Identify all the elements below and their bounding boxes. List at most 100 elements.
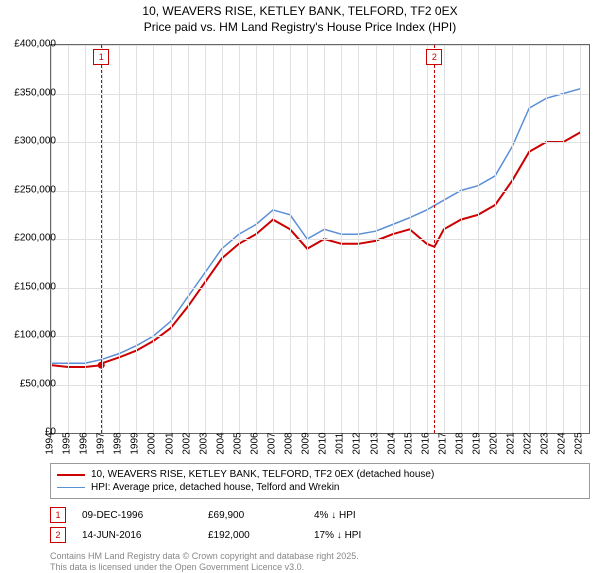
instance-table: 1 09-DEC-1996 £69,900 4% ↓ HPI 2 14-JUN-2016 £… bbox=[50, 505, 590, 545]
series-line-price_paid bbox=[51, 132, 581, 367]
x-axis-label: 2024 bbox=[557, 432, 568, 454]
gridline-v bbox=[495, 45, 496, 433]
x-axis-label: 2010 bbox=[318, 432, 329, 454]
y-axis-label: £50,000 bbox=[20, 378, 56, 389]
x-axis-label: 2014 bbox=[386, 432, 397, 454]
gridline-h bbox=[51, 191, 589, 192]
gridline-v bbox=[256, 45, 257, 433]
gridline-h bbox=[51, 385, 589, 386]
y-axis-label: £200,000 bbox=[14, 233, 56, 244]
gridline-v bbox=[324, 45, 325, 433]
x-axis-label: 2008 bbox=[284, 432, 295, 454]
gridline-v bbox=[393, 45, 394, 433]
x-axis-label: 2022 bbox=[523, 432, 534, 454]
gridline-v bbox=[546, 45, 547, 433]
x-axis-label: 2023 bbox=[540, 432, 551, 454]
x-axis-label: 1999 bbox=[130, 432, 141, 454]
instance-marker-badge: 1 bbox=[50, 507, 66, 523]
x-axis-label: 2004 bbox=[215, 432, 226, 454]
instance-price: £69,900 bbox=[208, 510, 298, 521]
series-line-hpi bbox=[51, 89, 581, 364]
gridline-h bbox=[51, 239, 589, 240]
x-axis-label: 1996 bbox=[79, 432, 90, 454]
footnote-line-2: This data is licensed under the Open Gov… bbox=[50, 562, 590, 573]
x-axis-label: 2019 bbox=[471, 432, 482, 454]
y-axis-label: £250,000 bbox=[14, 184, 56, 195]
legend-label: 10, WEAVERS RISE, KETLEY BANK, TELFORD, … bbox=[91, 469, 434, 480]
gridline-v bbox=[239, 45, 240, 433]
gridline-v bbox=[410, 45, 411, 433]
legend-box: 10, WEAVERS RISE, KETLEY BANK, TELFORD, … bbox=[50, 463, 590, 499]
gridline-v bbox=[119, 45, 120, 433]
chart-area: 12 1994199519961997199819992000200120022… bbox=[50, 44, 590, 434]
gridline-h bbox=[51, 288, 589, 289]
instance-date: 09-DEC-1996 bbox=[82, 510, 192, 521]
x-axis-label: 2002 bbox=[181, 432, 192, 454]
instance-date: 14-JUN-2016 bbox=[82, 530, 192, 541]
x-axis-label: 2025 bbox=[574, 432, 585, 454]
gridline-v bbox=[444, 45, 445, 433]
instance-row: 2 14-JUN-2016 £192,000 17% ↓ HPI bbox=[50, 525, 590, 545]
x-axis-label: 2007 bbox=[267, 432, 278, 454]
gridline-v bbox=[376, 45, 377, 433]
y-axis-label: £300,000 bbox=[14, 136, 56, 147]
title-line-1: 10, WEAVERS RISE, KETLEY BANK, TELFORD, … bbox=[0, 4, 600, 20]
y-axis-label: £400,000 bbox=[14, 39, 56, 50]
gridline-v bbox=[102, 45, 103, 433]
instance-price: £192,000 bbox=[208, 530, 298, 541]
x-axis-label: 2001 bbox=[164, 432, 175, 454]
gridline-v bbox=[136, 45, 137, 433]
instance-marker-badge: 2 bbox=[50, 527, 66, 543]
x-axis-label: 2003 bbox=[198, 432, 209, 454]
x-axis-label: 2013 bbox=[369, 432, 380, 454]
gridline-h bbox=[51, 336, 589, 337]
x-axis-label: 2009 bbox=[301, 432, 312, 454]
gridline-v bbox=[427, 45, 428, 433]
x-axis-label: 2000 bbox=[147, 432, 158, 454]
gridline-v bbox=[222, 45, 223, 433]
title-line-2: Price paid vs. HM Land Registry's House … bbox=[0, 20, 600, 36]
x-axis-label: 2018 bbox=[454, 432, 465, 454]
x-axis-label: 1995 bbox=[62, 432, 73, 454]
gridline-v bbox=[171, 45, 172, 433]
gridline-v bbox=[512, 45, 513, 433]
gridline-v bbox=[461, 45, 462, 433]
y-axis-label: £150,000 bbox=[14, 281, 56, 292]
instance-diff: 17% ↓ HPI bbox=[314, 530, 404, 541]
gridline-v bbox=[205, 45, 206, 433]
y-axis-label: £100,000 bbox=[14, 330, 56, 341]
x-axis-label: 2016 bbox=[420, 432, 431, 454]
x-axis-label: 1998 bbox=[113, 432, 124, 454]
chart-container: 10, WEAVERS RISE, KETLEY BANK, TELFORD, … bbox=[0, 0, 600, 560]
footnote: Contains HM Land Registry data © Crown c… bbox=[50, 551, 590, 573]
legend-swatch bbox=[57, 487, 85, 488]
x-axis-label: 2017 bbox=[437, 432, 448, 454]
footnote-line-1: Contains HM Land Registry data © Crown c… bbox=[50, 551, 590, 562]
legend-and-info: 10, WEAVERS RISE, KETLEY BANK, TELFORD, … bbox=[50, 463, 590, 573]
gridline-h bbox=[51, 142, 589, 143]
event-marker-line bbox=[101, 45, 102, 433]
x-axis-label: 2021 bbox=[506, 432, 517, 454]
event-marker-badge: 2 bbox=[426, 49, 442, 65]
y-axis-label: £0 bbox=[45, 427, 56, 438]
event-marker-badge: 1 bbox=[93, 49, 109, 65]
x-axis-label: 2006 bbox=[249, 432, 260, 454]
x-axis-label: 1997 bbox=[96, 432, 107, 454]
gridline-v bbox=[188, 45, 189, 433]
gridline-v bbox=[307, 45, 308, 433]
y-axis-label: £350,000 bbox=[14, 87, 56, 98]
gridline-v bbox=[85, 45, 86, 433]
gridline-v bbox=[478, 45, 479, 433]
legend-item: HPI: Average price, detached house, Telf… bbox=[57, 481, 583, 494]
gridline-v bbox=[153, 45, 154, 433]
x-axis-label: 2011 bbox=[335, 433, 346, 455]
gridline-v bbox=[273, 45, 274, 433]
x-axis-label: 2020 bbox=[489, 432, 500, 454]
gridline-v bbox=[341, 45, 342, 433]
instance-row: 1 09-DEC-1996 £69,900 4% ↓ HPI bbox=[50, 505, 590, 525]
gridline-v bbox=[580, 45, 581, 433]
event-marker-line bbox=[434, 45, 435, 433]
chart-title: 10, WEAVERS RISE, KETLEY BANK, TELFORD, … bbox=[0, 0, 600, 35]
instance-diff: 4% ↓ HPI bbox=[314, 510, 404, 521]
gridline-v bbox=[290, 45, 291, 433]
